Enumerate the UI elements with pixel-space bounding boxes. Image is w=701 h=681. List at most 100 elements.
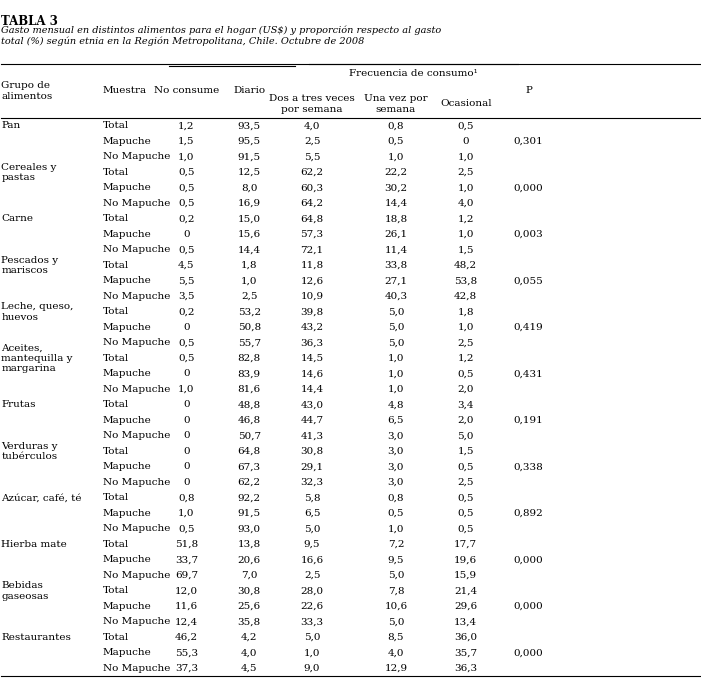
Text: 0,000: 0,000	[514, 648, 543, 657]
Text: Mapuche: Mapuche	[102, 369, 151, 379]
Text: 21,4: 21,4	[454, 586, 477, 595]
Text: TABLA 3: TABLA 3	[1, 15, 58, 28]
Text: 4,0: 4,0	[304, 121, 320, 130]
Text: 0: 0	[183, 478, 190, 487]
Text: 11,4: 11,4	[384, 245, 407, 254]
Text: Total: Total	[102, 494, 129, 503]
Text: 7,2: 7,2	[388, 540, 404, 549]
Text: 2,0: 2,0	[458, 385, 474, 394]
Text: 17,7: 17,7	[454, 540, 477, 549]
Text: Cereales y
pastas: Cereales y pastas	[1, 163, 57, 182]
Text: 1,5: 1,5	[178, 137, 195, 146]
Text: 32,3: 32,3	[301, 478, 324, 487]
Text: Total: Total	[102, 400, 129, 409]
Text: Frutas: Frutas	[1, 400, 36, 409]
Text: 62,2: 62,2	[238, 478, 261, 487]
Text: 0,5: 0,5	[178, 338, 195, 347]
Text: 46,8: 46,8	[238, 416, 261, 425]
Text: Total: Total	[102, 633, 129, 642]
Text: Mapuche: Mapuche	[102, 416, 151, 425]
Text: 3,5: 3,5	[178, 292, 195, 301]
Text: 0: 0	[183, 229, 190, 239]
Text: 0,000: 0,000	[514, 183, 543, 192]
Text: 0,2: 0,2	[178, 307, 195, 317]
Text: 5,0: 5,0	[388, 571, 404, 580]
Text: 0,2: 0,2	[178, 215, 195, 223]
Text: No consume: No consume	[154, 86, 219, 95]
Text: 53,2: 53,2	[238, 307, 261, 317]
Text: Mapuche: Mapuche	[102, 183, 151, 192]
Text: P: P	[525, 86, 532, 95]
Text: 1,5: 1,5	[458, 245, 474, 254]
Text: 30,2: 30,2	[384, 183, 407, 192]
Text: 30,8: 30,8	[238, 586, 261, 595]
Text: 5,0: 5,0	[388, 323, 404, 332]
Text: 4,0: 4,0	[241, 648, 257, 657]
Text: 0: 0	[183, 369, 190, 379]
Text: Total: Total	[102, 121, 129, 130]
Text: 36,3: 36,3	[301, 338, 324, 347]
Text: 50,8: 50,8	[238, 323, 261, 332]
Text: Grupo de
alimentos: Grupo de alimentos	[1, 81, 53, 101]
Text: 1,5: 1,5	[458, 447, 474, 456]
Text: 4,8: 4,8	[388, 400, 404, 409]
Text: 29,6: 29,6	[454, 602, 477, 611]
Text: 2,5: 2,5	[241, 292, 257, 301]
Text: 4,0: 4,0	[388, 648, 404, 657]
Text: 0,000: 0,000	[514, 556, 543, 565]
Text: 39,8: 39,8	[301, 307, 324, 317]
Text: 30,8: 30,8	[301, 447, 324, 456]
Text: No Mapuche: No Mapuche	[102, 431, 170, 441]
Text: 2,5: 2,5	[458, 478, 474, 487]
Text: Bebidas
gaseosas: Bebidas gaseosas	[1, 582, 49, 601]
Text: Muestra: Muestra	[102, 86, 147, 95]
Text: No Mapuche: No Mapuche	[102, 292, 170, 301]
Text: 12,0: 12,0	[175, 586, 198, 595]
Text: 1,0: 1,0	[388, 354, 404, 363]
Text: 10,6: 10,6	[384, 602, 407, 611]
Text: Mapuche: Mapuche	[102, 509, 151, 518]
Text: 0,055: 0,055	[514, 276, 543, 285]
Text: 36,0: 36,0	[454, 633, 477, 642]
Text: 67,3: 67,3	[238, 462, 261, 471]
Text: 1,0: 1,0	[458, 183, 474, 192]
Text: 3,0: 3,0	[388, 431, 404, 441]
Text: Gasto mensual en distintos alimentos para el hogar (US$) y proporción respecto a: Gasto mensual en distintos alimentos par…	[1, 25, 442, 46]
Text: Diario: Diario	[233, 86, 265, 95]
Text: 0,5: 0,5	[178, 245, 195, 254]
Text: 2,5: 2,5	[458, 168, 474, 177]
Text: 15,0: 15,0	[238, 215, 261, 223]
Text: 0,5: 0,5	[388, 509, 404, 518]
Text: 64,2: 64,2	[301, 199, 324, 208]
Text: 7,0: 7,0	[241, 571, 257, 580]
Text: 69,7: 69,7	[175, 571, 198, 580]
Text: 0,8: 0,8	[388, 121, 404, 130]
Text: 36,3: 36,3	[454, 664, 477, 673]
Text: 0,5: 0,5	[458, 524, 474, 533]
Text: No Mapuche: No Mapuche	[102, 524, 170, 533]
Text: 1,0: 1,0	[388, 385, 404, 394]
Text: 0,8: 0,8	[388, 494, 404, 503]
Text: Azúcar, café, té: Azúcar, café, té	[1, 494, 82, 503]
Text: Mapuche: Mapuche	[102, 137, 151, 146]
Text: 0,191: 0,191	[514, 416, 543, 425]
Text: 35,8: 35,8	[238, 618, 261, 627]
Text: Mapuche: Mapuche	[102, 648, 151, 657]
Text: 25,6: 25,6	[238, 602, 261, 611]
Text: 4,0: 4,0	[458, 199, 474, 208]
Text: 1,8: 1,8	[241, 261, 257, 270]
Text: 91,5: 91,5	[238, 153, 261, 161]
Text: No Mapuche: No Mapuche	[102, 199, 170, 208]
Text: 2,5: 2,5	[458, 338, 474, 347]
Text: 14,4: 14,4	[301, 385, 324, 394]
Text: 13,8: 13,8	[238, 540, 261, 549]
Text: 0,5: 0,5	[178, 354, 195, 363]
Text: 46,2: 46,2	[175, 633, 198, 642]
Text: 0,003: 0,003	[514, 229, 543, 239]
Text: 3,0: 3,0	[388, 462, 404, 471]
Text: 22,2: 22,2	[384, 168, 407, 177]
Text: 95,5: 95,5	[238, 137, 261, 146]
Text: 0,892: 0,892	[514, 509, 543, 518]
Text: 5,5: 5,5	[304, 153, 320, 161]
Text: 0,5: 0,5	[458, 494, 474, 503]
